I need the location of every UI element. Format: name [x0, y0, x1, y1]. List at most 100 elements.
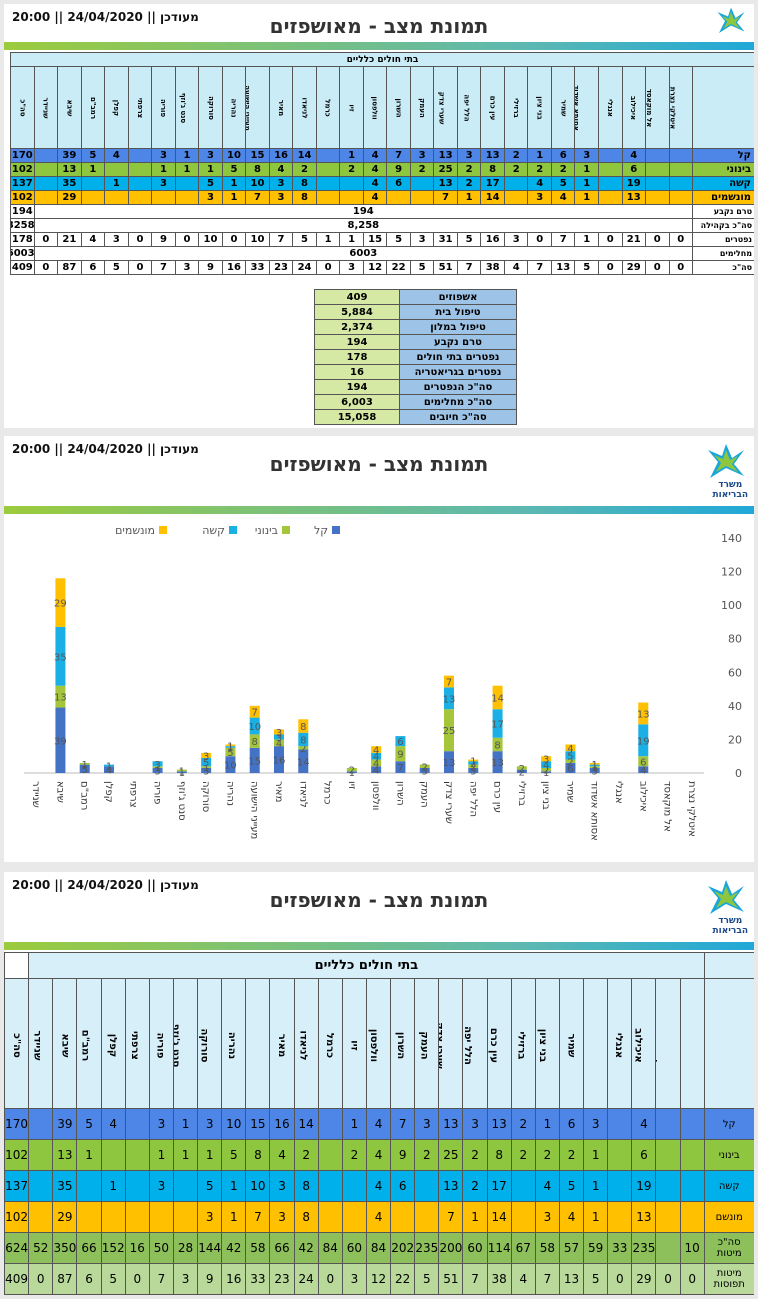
summary-value: 178 [314, 349, 400, 365]
column-header: ברזילי [510, 978, 536, 1109]
bar-value-label: 35 [54, 652, 67, 663]
table-cell: 25 [172, 1294, 199, 1295]
table-cell: 135 [197, 1294, 223, 1295]
table-cell: 409 [10, 260, 35, 275]
table-cell [341, 1170, 367, 1202]
table-cell: 235 [414, 1232, 440, 1264]
table-cell: 10 [245, 232, 270, 247]
bar-value-label: 2 [470, 759, 476, 770]
bar-segment [152, 767, 163, 773]
bar-value-label: 2 [519, 764, 525, 775]
x-tick-label: בני ציון [540, 781, 551, 810]
table-cell: 2 [558, 1139, 585, 1171]
bar-value-label: 29 [54, 599, 67, 610]
bar-value-label: 4 [567, 744, 573, 755]
table-cell: 1 [76, 1139, 102, 1171]
table-cell: 12 [365, 1263, 392, 1295]
column-header: איכילוב [621, 66, 647, 149]
bar-value-label: 2 [300, 744, 306, 755]
caption-corner [4, 952, 30, 979]
table-cell: 22 [390, 1263, 416, 1295]
column-header: אסותא אשדוד [574, 66, 599, 149]
table-cell: 1 [151, 162, 176, 177]
table-cell: 2 [409, 162, 435, 177]
bar-segment [225, 756, 236, 773]
table-cell [172, 1201, 199, 1233]
page-title: תמונת מצב - מאושפזים [269, 452, 489, 476]
table-cell: 9 [390, 1139, 416, 1171]
header-gradient-bar [4, 506, 754, 514]
table-cell: 6 [558, 1108, 585, 1140]
table-cell [127, 162, 153, 177]
table-cell: 60 [462, 1232, 488, 1264]
summary-value: 2,374 [314, 319, 400, 335]
table-cell: 0 [33, 232, 59, 247]
table-cell [33, 190, 59, 205]
column-header: סה"כ [10, 66, 35, 149]
table-cell: 7 [151, 260, 176, 275]
hospital-table: בתי חולים כלליים איטלקי נצרת אל מוקאסד איכ… [9, 52, 754, 275]
x-tick-label: עין כרם [492, 781, 503, 813]
table-cell [315, 162, 341, 177]
column-header: אל מוקאסד [645, 66, 670, 149]
table-cell: 202 [390, 1232, 416, 1264]
table-cell: 44 [558, 1294, 585, 1295]
table-cell: 3 [269, 1170, 295, 1202]
bar-segment [152, 761, 163, 767]
bar-value-label: 1 [154, 763, 160, 774]
table-cell: 5 [456, 232, 482, 247]
ministry-logo-icon [706, 878, 746, 918]
bar-value-label: 6 [567, 764, 573, 775]
table-cell: 3 [574, 148, 599, 163]
bar-segment [274, 729, 284, 735]
x-tick-label: ברזילי [516, 781, 527, 806]
table-cell: 0 [645, 260, 670, 275]
bar-value-label: 7 [397, 763, 403, 774]
column-header: קפלן [104, 66, 129, 149]
y-tick-label: 100 [721, 599, 742, 612]
summary-label: סה"כ הנפטרים [399, 379, 517, 395]
table-cell: 0 [221, 232, 247, 247]
column-header: וולפסון [362, 66, 388, 149]
table-cell: 1 [221, 1201, 247, 1233]
table-cell: 263 [52, 1294, 78, 1295]
y-tick-label: 0 [735, 767, 742, 780]
table-cell: 25 [438, 1139, 464, 1171]
bar-value-label: 4 [106, 766, 112, 777]
column-header: פוריה [151, 66, 176, 149]
table-cell: 35 [57, 176, 82, 191]
bar-segment [638, 724, 649, 757]
table-cell: 35 [52, 1170, 78, 1202]
panel-beds-table: מעודכן || 24/04/2020 || 20:00 תמונת מצב … [4, 872, 754, 1295]
table-cell: 2 [510, 1139, 536, 1171]
bar-value-label: 2 [470, 762, 476, 773]
table-cell: 4 [534, 1170, 560, 1202]
bar-value-label: 2 [519, 767, 525, 778]
table-cell: 1 [456, 190, 482, 205]
table-cell [124, 1139, 150, 1171]
row-label: מונשמים [692, 190, 754, 205]
bar-value-label: 3 [276, 733, 282, 744]
summary-row: אשפוזים 409 [314, 289, 517, 305]
table-cell: 10 [679, 1232, 705, 1264]
table-cell: 5 [550, 176, 576, 191]
table-row: קל 4 3 6 1 2 13 3 13 3 7 4 1 14 16 15 10 3 1 3 4 5 39 170 [10, 148, 754, 163]
bar-segment [516, 766, 527, 770]
table-cell: 5 [574, 260, 599, 275]
table-cell: 3 [409, 232, 435, 247]
bar-segment [298, 719, 309, 733]
ministry-logo-text: משרד הבריאות [712, 480, 748, 500]
column-header: בני ציון [527, 66, 552, 149]
table-cell [409, 190, 435, 205]
table-cell: 57 [558, 1232, 585, 1264]
table-cell: 4 [104, 148, 129, 163]
table-cell: 14 [480, 190, 505, 205]
table-cell: 9 [386, 162, 411, 177]
table-cell: 0 [174, 232, 200, 247]
column-header: נהריה [221, 66, 247, 149]
legend-swatch [282, 526, 290, 534]
table-cell [127, 176, 153, 191]
column-header: הלל יפה [462, 978, 488, 1109]
x-tick-label: רמב"ם [79, 781, 90, 810]
table-cell: 2 [292, 162, 317, 177]
